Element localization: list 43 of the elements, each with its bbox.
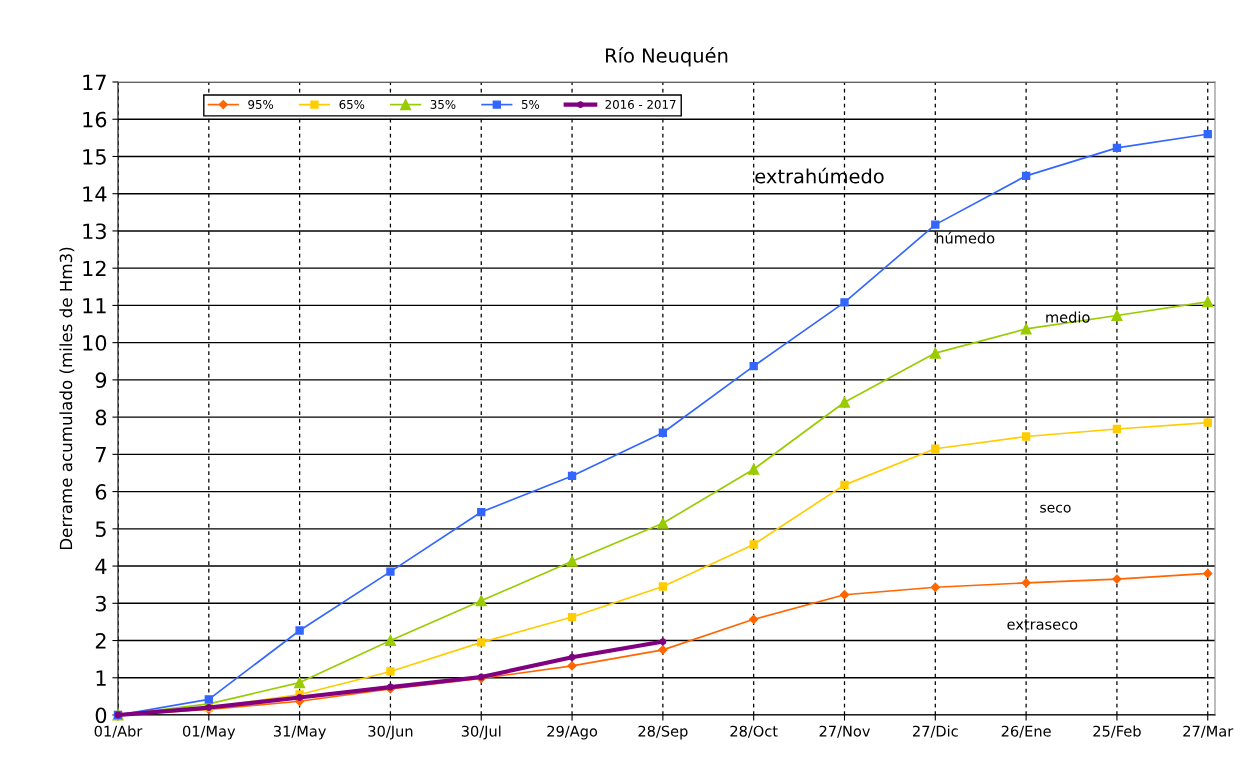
y-tick-label: 13 (83, 223, 106, 240)
y-tick-label: 0 (95, 707, 107, 724)
x-tick-label: 31/May (273, 725, 326, 740)
y-tick-label: 11 (83, 298, 106, 314)
x-tick-label: 27/Mar (1183, 725, 1234, 738)
x-tick-label: 30/Jun (368, 725, 413, 740)
y-tick-label: 9 (95, 372, 107, 389)
annotation: medio (1046, 311, 1090, 323)
y-tick-label: 2 (95, 632, 106, 649)
y-tick-label: 6 (95, 484, 107, 500)
y-tick-label: 17 (83, 74, 106, 90)
x-tick-label: 01/May (182, 725, 236, 740)
y-tick-label: 12 (83, 260, 106, 277)
x-tick-label: 28/Oct (730, 725, 778, 738)
x-tick-label: 25/Feb (1093, 725, 1141, 738)
y-tick-label: 7 (96, 447, 106, 463)
x-tick-label: 30/Jul (461, 725, 501, 740)
legend-label: 95% (248, 99, 274, 109)
annotation: seco (1040, 504, 1071, 513)
x-tick-label: 27/Nov (819, 725, 871, 738)
y-tick-label: 3 (95, 595, 106, 612)
legend-label: 2016 - 2017 (605, 99, 676, 109)
legend-label: 5% (521, 99, 540, 109)
legend-label: 65% (339, 99, 365, 109)
x-tick-label: 01/Abr (94, 725, 143, 738)
y-tick-label: 15 (83, 149, 106, 165)
x-tick-label: 27/Dic (912, 725, 958, 738)
y-tick-label: 4 (95, 558, 107, 574)
x-tick-label: 28/Sep (638, 725, 688, 740)
y-tick-label: 14 (83, 186, 107, 202)
legend-label: 35% (430, 99, 456, 109)
y-tick-label: 8 (95, 409, 107, 426)
y-tick-label: 10 (83, 335, 107, 351)
x-tick-label: 26/Ene (1001, 725, 1051, 738)
annotation: extraseco (1007, 619, 1078, 630)
x-tick-label: 29/Ago (547, 725, 598, 740)
annotation: extrahúmedo (755, 167, 884, 184)
y-tick-label: 16 (83, 111, 107, 128)
chart-title: Río Neuquén (606, 47, 728, 67)
y-axis-title: Derrame acumulado (miles de Hm3) (59, 247, 75, 550)
annotation: húmedo (936, 231, 995, 244)
y-tick-label: 5 (95, 521, 106, 538)
y-tick-label: 1 (96, 670, 106, 686)
